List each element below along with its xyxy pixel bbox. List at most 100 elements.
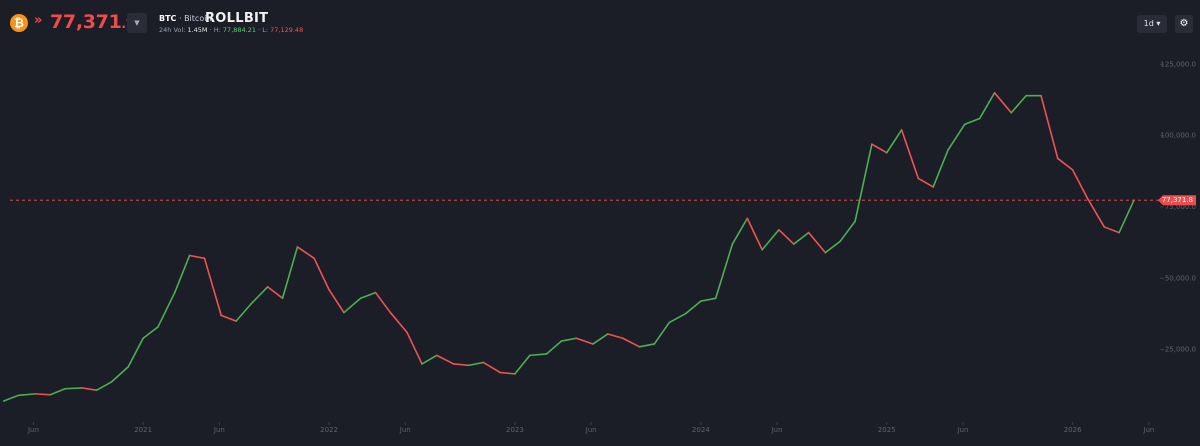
price-segment	[575, 337, 594, 345]
price-segment	[714, 243, 734, 300]
price-segment	[467, 361, 485, 367]
price-segment	[1118, 199, 1135, 234]
price-segment	[452, 363, 470, 367]
symbol-code: BTC	[159, 14, 177, 23]
x-tick-label: 2022	[320, 426, 338, 434]
price-segment	[1040, 94, 1059, 160]
price-main: 77,371	[50, 11, 122, 33]
price-segment	[203, 257, 223, 317]
current-price-badge	[1158, 195, 1196, 206]
price-segment	[110, 365, 130, 383]
x-tick-label: Jun	[399, 426, 411, 434]
x-tick-label: 2021	[134, 426, 152, 434]
price-segment	[668, 312, 687, 324]
price-segment	[95, 381, 113, 391]
price-segment	[1086, 197, 1106, 228]
price-segment	[792, 231, 810, 245]
price-segment	[250, 286, 269, 305]
price-segment	[17, 393, 37, 397]
price-segment	[142, 326, 159, 340]
x-tick-label: Jun	[771, 426, 783, 434]
price-segment	[173, 254, 191, 294]
stats: 24h Vol: 1.45M · H: 77,884.21 · L: 77,12…	[159, 26, 303, 34]
price-segment	[328, 288, 345, 314]
y-tick-label: 100,000.0	[1160, 132, 1196, 140]
price-segment	[2, 394, 20, 402]
vol-label: 24h Vol:	[159, 26, 186, 34]
price-segment	[482, 361, 501, 374]
low: 77,129.48	[270, 26, 304, 34]
price-segment	[64, 387, 83, 390]
price-segment	[157, 291, 176, 328]
price-segment	[514, 354, 531, 375]
interval-select[interactable]: 1d ▾	[1137, 15, 1167, 33]
price-segment	[978, 92, 996, 120]
current-price-label: 77,371.8	[1162, 196, 1193, 204]
x-tick-label: Jun	[27, 426, 39, 434]
x-tick-label: 2023	[506, 426, 524, 434]
price-segment	[746, 217, 763, 251]
price-segment	[807, 231, 827, 254]
y-tick-label: 75,000.0	[1165, 203, 1196, 211]
price-segment	[824, 240, 842, 254]
price-segment	[731, 217, 749, 245]
price-segment	[700, 297, 717, 302]
price-segment	[964, 117, 981, 125]
price-segment	[313, 257, 330, 291]
price-segment	[266, 286, 284, 300]
price-segment	[529, 353, 548, 357]
high: 77,884.21	[222, 26, 257, 34]
symbol: BTC · Bitcoin	[159, 14, 212, 23]
x-tick-label: 2024	[692, 426, 710, 434]
price-segment	[871, 143, 888, 154]
low-label: · L:	[258, 26, 269, 34]
price-segment	[80, 387, 98, 391]
price-segment	[839, 220, 856, 243]
price-segment	[607, 333, 624, 340]
price-segment	[499, 371, 516, 375]
high-label: · H:	[209, 26, 221, 34]
price-segment	[1056, 157, 1074, 171]
price-segment	[854, 143, 873, 223]
x-tick-label: Jun	[213, 426, 225, 434]
price-segment	[436, 354, 455, 365]
market-dropdown[interactable]: ▼	[127, 13, 147, 33]
down-arrow-icon: »	[34, 13, 43, 28]
price-segment	[1010, 94, 1027, 114]
price-segment	[406, 331, 423, 365]
price-segment	[49, 387, 66, 396]
vol: 1.45M	[187, 26, 208, 34]
price-segment	[34, 393, 51, 396]
price-segment	[127, 337, 144, 368]
price-segment	[932, 149, 949, 188]
price-segment	[343, 297, 362, 314]
price-segment	[359, 291, 377, 300]
price-segment	[1071, 169, 1089, 200]
x-tick-label: Jun	[956, 426, 968, 434]
price-segment	[220, 314, 237, 322]
price-segment	[947, 123, 966, 151]
x-tick-label: Jun	[1142, 426, 1154, 434]
symbol-name: · Bitcoin	[178, 14, 212, 23]
x-tick-label: 2026	[1064, 426, 1082, 434]
price-segment	[296, 246, 315, 260]
price-segment	[281, 246, 299, 300]
price-segment	[685, 300, 702, 315]
price-segment	[621, 337, 641, 348]
coin-icon: ₿	[10, 14, 28, 32]
settings-button[interactable]: ⚙	[1175, 15, 1193, 33]
price-segment	[188, 254, 206, 260]
price-segment	[421, 354, 438, 365]
price-segment	[1103, 226, 1120, 234]
price-segment	[374, 291, 392, 314]
price-segment	[389, 311, 408, 334]
price-segment	[778, 228, 795, 245]
y-tick-label: 50,000.0	[1165, 274, 1196, 282]
price-segment	[653, 321, 671, 345]
x-tick-label: 2025	[878, 426, 896, 434]
brand-logo: ROLLBIT	[205, 11, 269, 26]
price-segment	[900, 129, 920, 180]
price-segment	[885, 129, 903, 154]
